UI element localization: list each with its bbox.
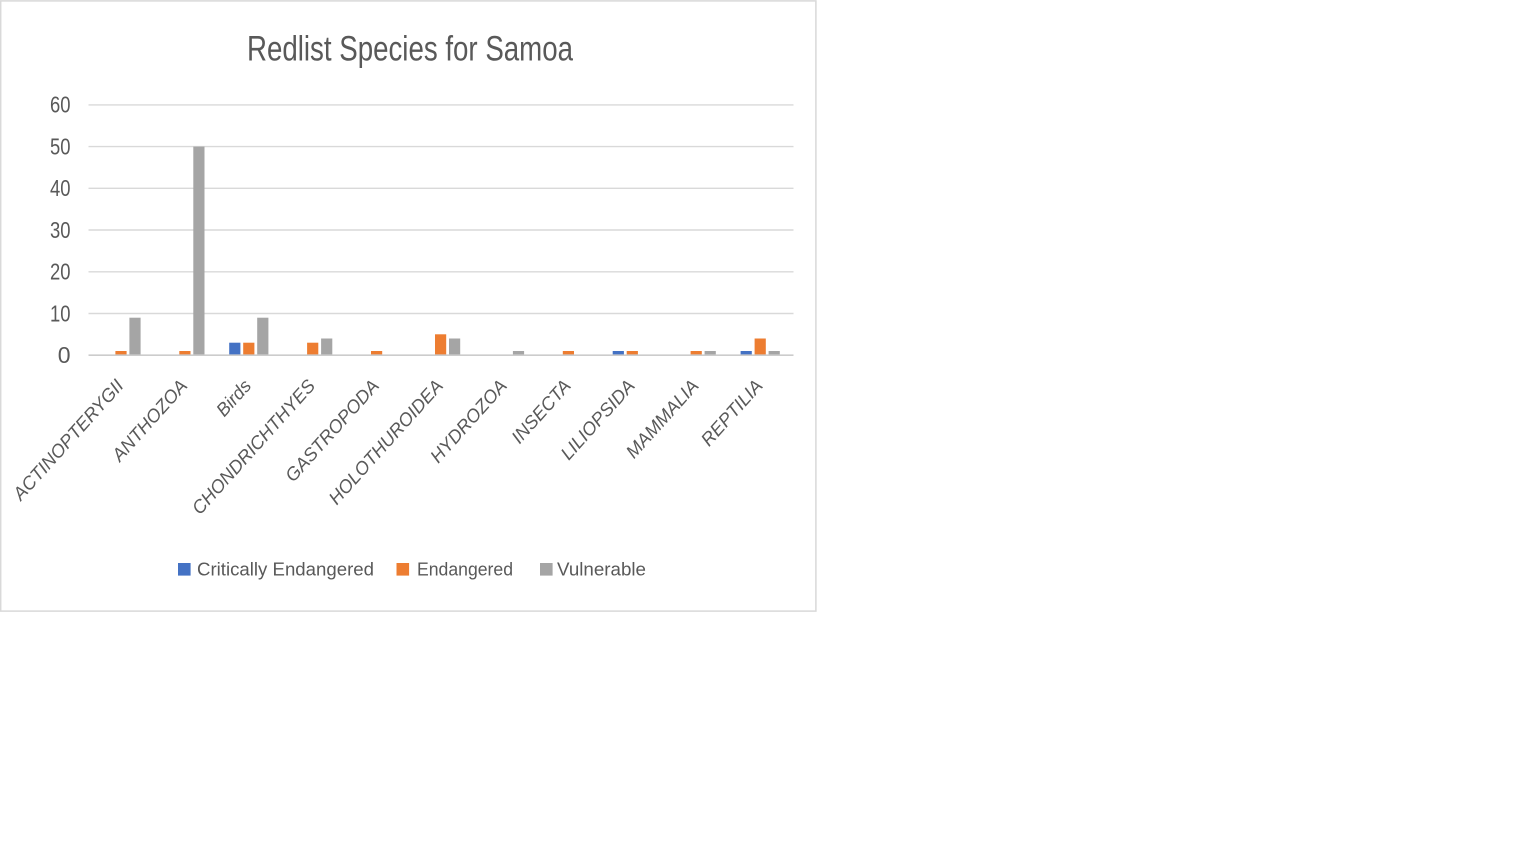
svg-text:50: 50 (50, 133, 71, 159)
svg-text:20: 20 (50, 259, 71, 285)
svg-text:40: 40 (50, 175, 71, 201)
svg-text:Critically Endangered: Critically Endangered (197, 559, 374, 580)
svg-text:0: 0 (58, 342, 71, 368)
svg-text:Vulnerable: Vulnerable (557, 559, 646, 580)
svg-text:Redlist Species for Samoa: Redlist Species for Samoa (247, 30, 573, 69)
svg-text:30: 30 (50, 217, 71, 243)
svg-text:Endangered: Endangered (417, 559, 513, 580)
svg-text:60: 60 (50, 92, 71, 118)
svg-text:10: 10 (50, 300, 71, 326)
